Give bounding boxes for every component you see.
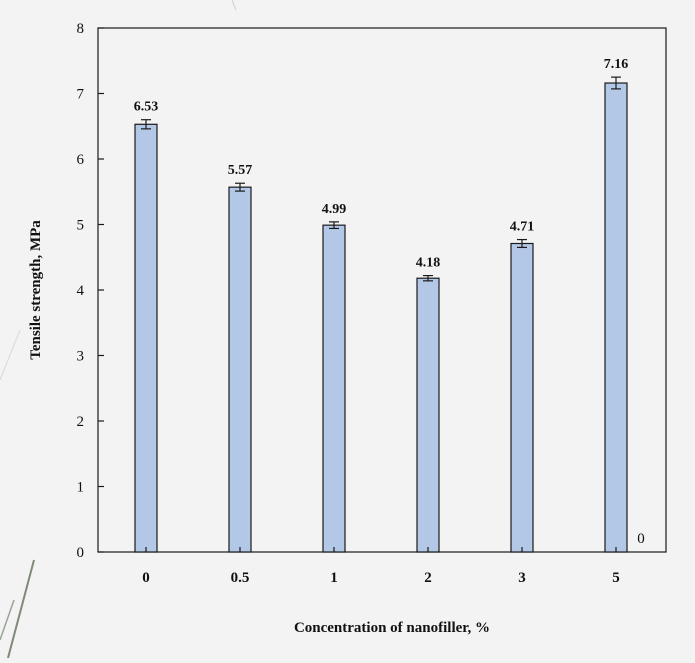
y-tick-label: 6 [77,152,85,168]
y-tick-label: 4 [77,283,85,299]
y-tick-label: 3 [77,349,85,365]
bar [510,242,534,553]
bar [322,224,346,553]
x-tick-label: 0 [142,570,150,586]
bar [604,82,628,553]
x-tick-label: 5 [612,570,620,586]
x-tick-label: 2 [424,570,432,586]
y-tick-label: 1 [77,480,85,496]
y-tick-label: 0 [77,545,85,561]
y-tick-label: 2 [77,414,85,430]
error-bar [517,238,527,249]
data-label: 4.99 [322,202,347,217]
error-bar [611,76,621,90]
data-label: 6.53 [134,100,159,115]
plot-area [97,27,667,553]
data-label: 4.71 [510,220,535,235]
data-label: 5.57 [228,163,253,178]
x-tick-label: 1 [330,570,338,586]
bar [228,186,252,553]
data-label: 4.18 [416,256,441,271]
error-bar [235,182,245,192]
error-bar [329,221,339,230]
corner-annotation: 0 [637,531,645,547]
bars-group: 6.53 5.57 4.99 4.18 4.71 7.16 [134,57,629,553]
x-tick-label: 3 [518,570,526,586]
y-tick-label: 8 [77,21,85,37]
error-bar [141,119,151,130]
data-label: 7.16 [604,57,629,72]
bar [416,277,440,553]
y-axis: 0 1 2 3 4 5 6 7 8 [77,21,104,561]
y-tick-label: 5 [77,218,85,234]
x-axis-label: Concentration of nanofiller, % [294,620,490,636]
x-axis: 0 0.5 1 2 3 5 [142,547,620,586]
y-tick-label: 7 [77,87,85,103]
x-tick-label: 0.5 [231,570,250,586]
y-axis-label: Tensile strength, MPa [28,220,44,360]
bar [134,123,158,553]
error-bar [423,274,433,282]
